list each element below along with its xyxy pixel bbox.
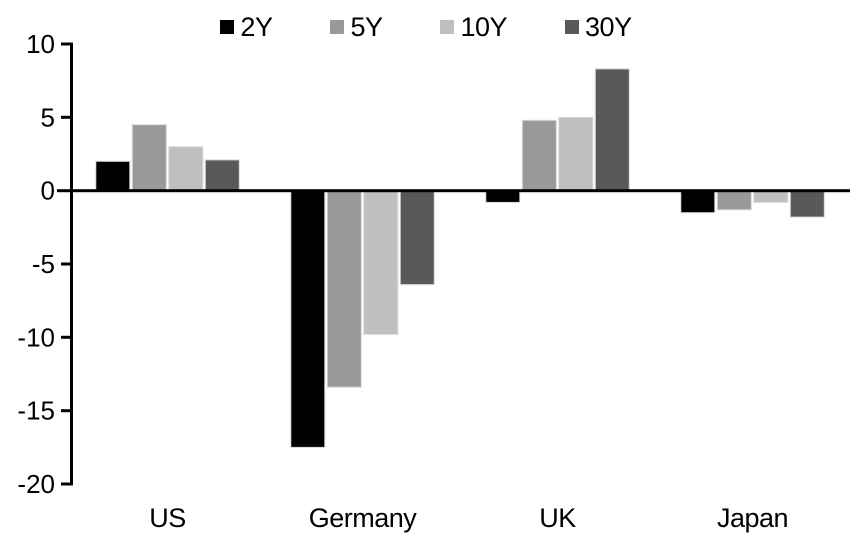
bar-us-5y — [131, 124, 167, 192]
category-label-uk: UK — [539, 503, 576, 533]
y-axis-tick — [61, 409, 72, 413]
legend-label: 10Y — [460, 12, 508, 42]
legend-swatch-10y — [440, 20, 455, 34]
bar-uk-10y — [558, 116, 594, 192]
legend-label: 2Y — [240, 12, 273, 42]
y-axis-tick — [57, 189, 72, 193]
bar-japan-30y — [789, 190, 825, 218]
y-axis-tick — [61, 262, 72, 266]
legend-swatch-5y — [330, 20, 345, 34]
legend-swatch-30y — [565, 20, 580, 34]
bar-us-2y — [95, 160, 131, 192]
y-axis-tick — [61, 42, 72, 46]
bar-uk-5y — [521, 119, 557, 192]
bar-germany-30y — [399, 190, 435, 286]
bar-germany-2y — [290, 190, 326, 448]
y-axis-tick — [61, 115, 72, 119]
bar-us-10y — [168, 146, 204, 192]
legend-swatch-2y — [220, 20, 235, 34]
x-axis-zero-line — [70, 189, 850, 193]
bar-japan-5y — [716, 190, 752, 211]
y-tick-label: 0 — [41, 176, 55, 206]
legend-item-2y: 2Y — [220, 12, 273, 42]
y-tick-label: -5 — [32, 249, 55, 279]
y-axis-tick — [61, 335, 72, 339]
y-axis-tick — [61, 482, 72, 486]
category-label-germany: Germany — [309, 503, 418, 533]
y-tick-label: -10 — [17, 322, 55, 352]
bar-us-30y — [204, 159, 240, 192]
legend-item-30y: 30Y — [565, 12, 632, 42]
category-label-us: US — [149, 503, 186, 533]
bar-japan-2y — [680, 190, 716, 214]
bar-germany-5y — [326, 190, 362, 388]
bar-japan-10y — [753, 190, 789, 203]
bar-uk-30y — [594, 68, 630, 192]
bar-uk-2y — [485, 190, 521, 203]
legend-item-5y: 5Y — [330, 12, 383, 42]
chart-legend: 2Y 5Y 10Y 30Y — [0, 12, 852, 42]
y-tick-label: -15 — [17, 396, 55, 426]
category-label-japan: Japan — [717, 503, 788, 533]
y-tick-label: 5 — [41, 102, 55, 132]
legend-item-10y: 10Y — [440, 12, 508, 42]
y-tick-label: 10 — [26, 29, 55, 59]
legend-label: 30Y — [585, 12, 632, 42]
legend-label: 5Y — [350, 12, 383, 42]
bar-germany-10y — [363, 190, 399, 335]
y-tick-label: -20 — [17, 469, 55, 499]
